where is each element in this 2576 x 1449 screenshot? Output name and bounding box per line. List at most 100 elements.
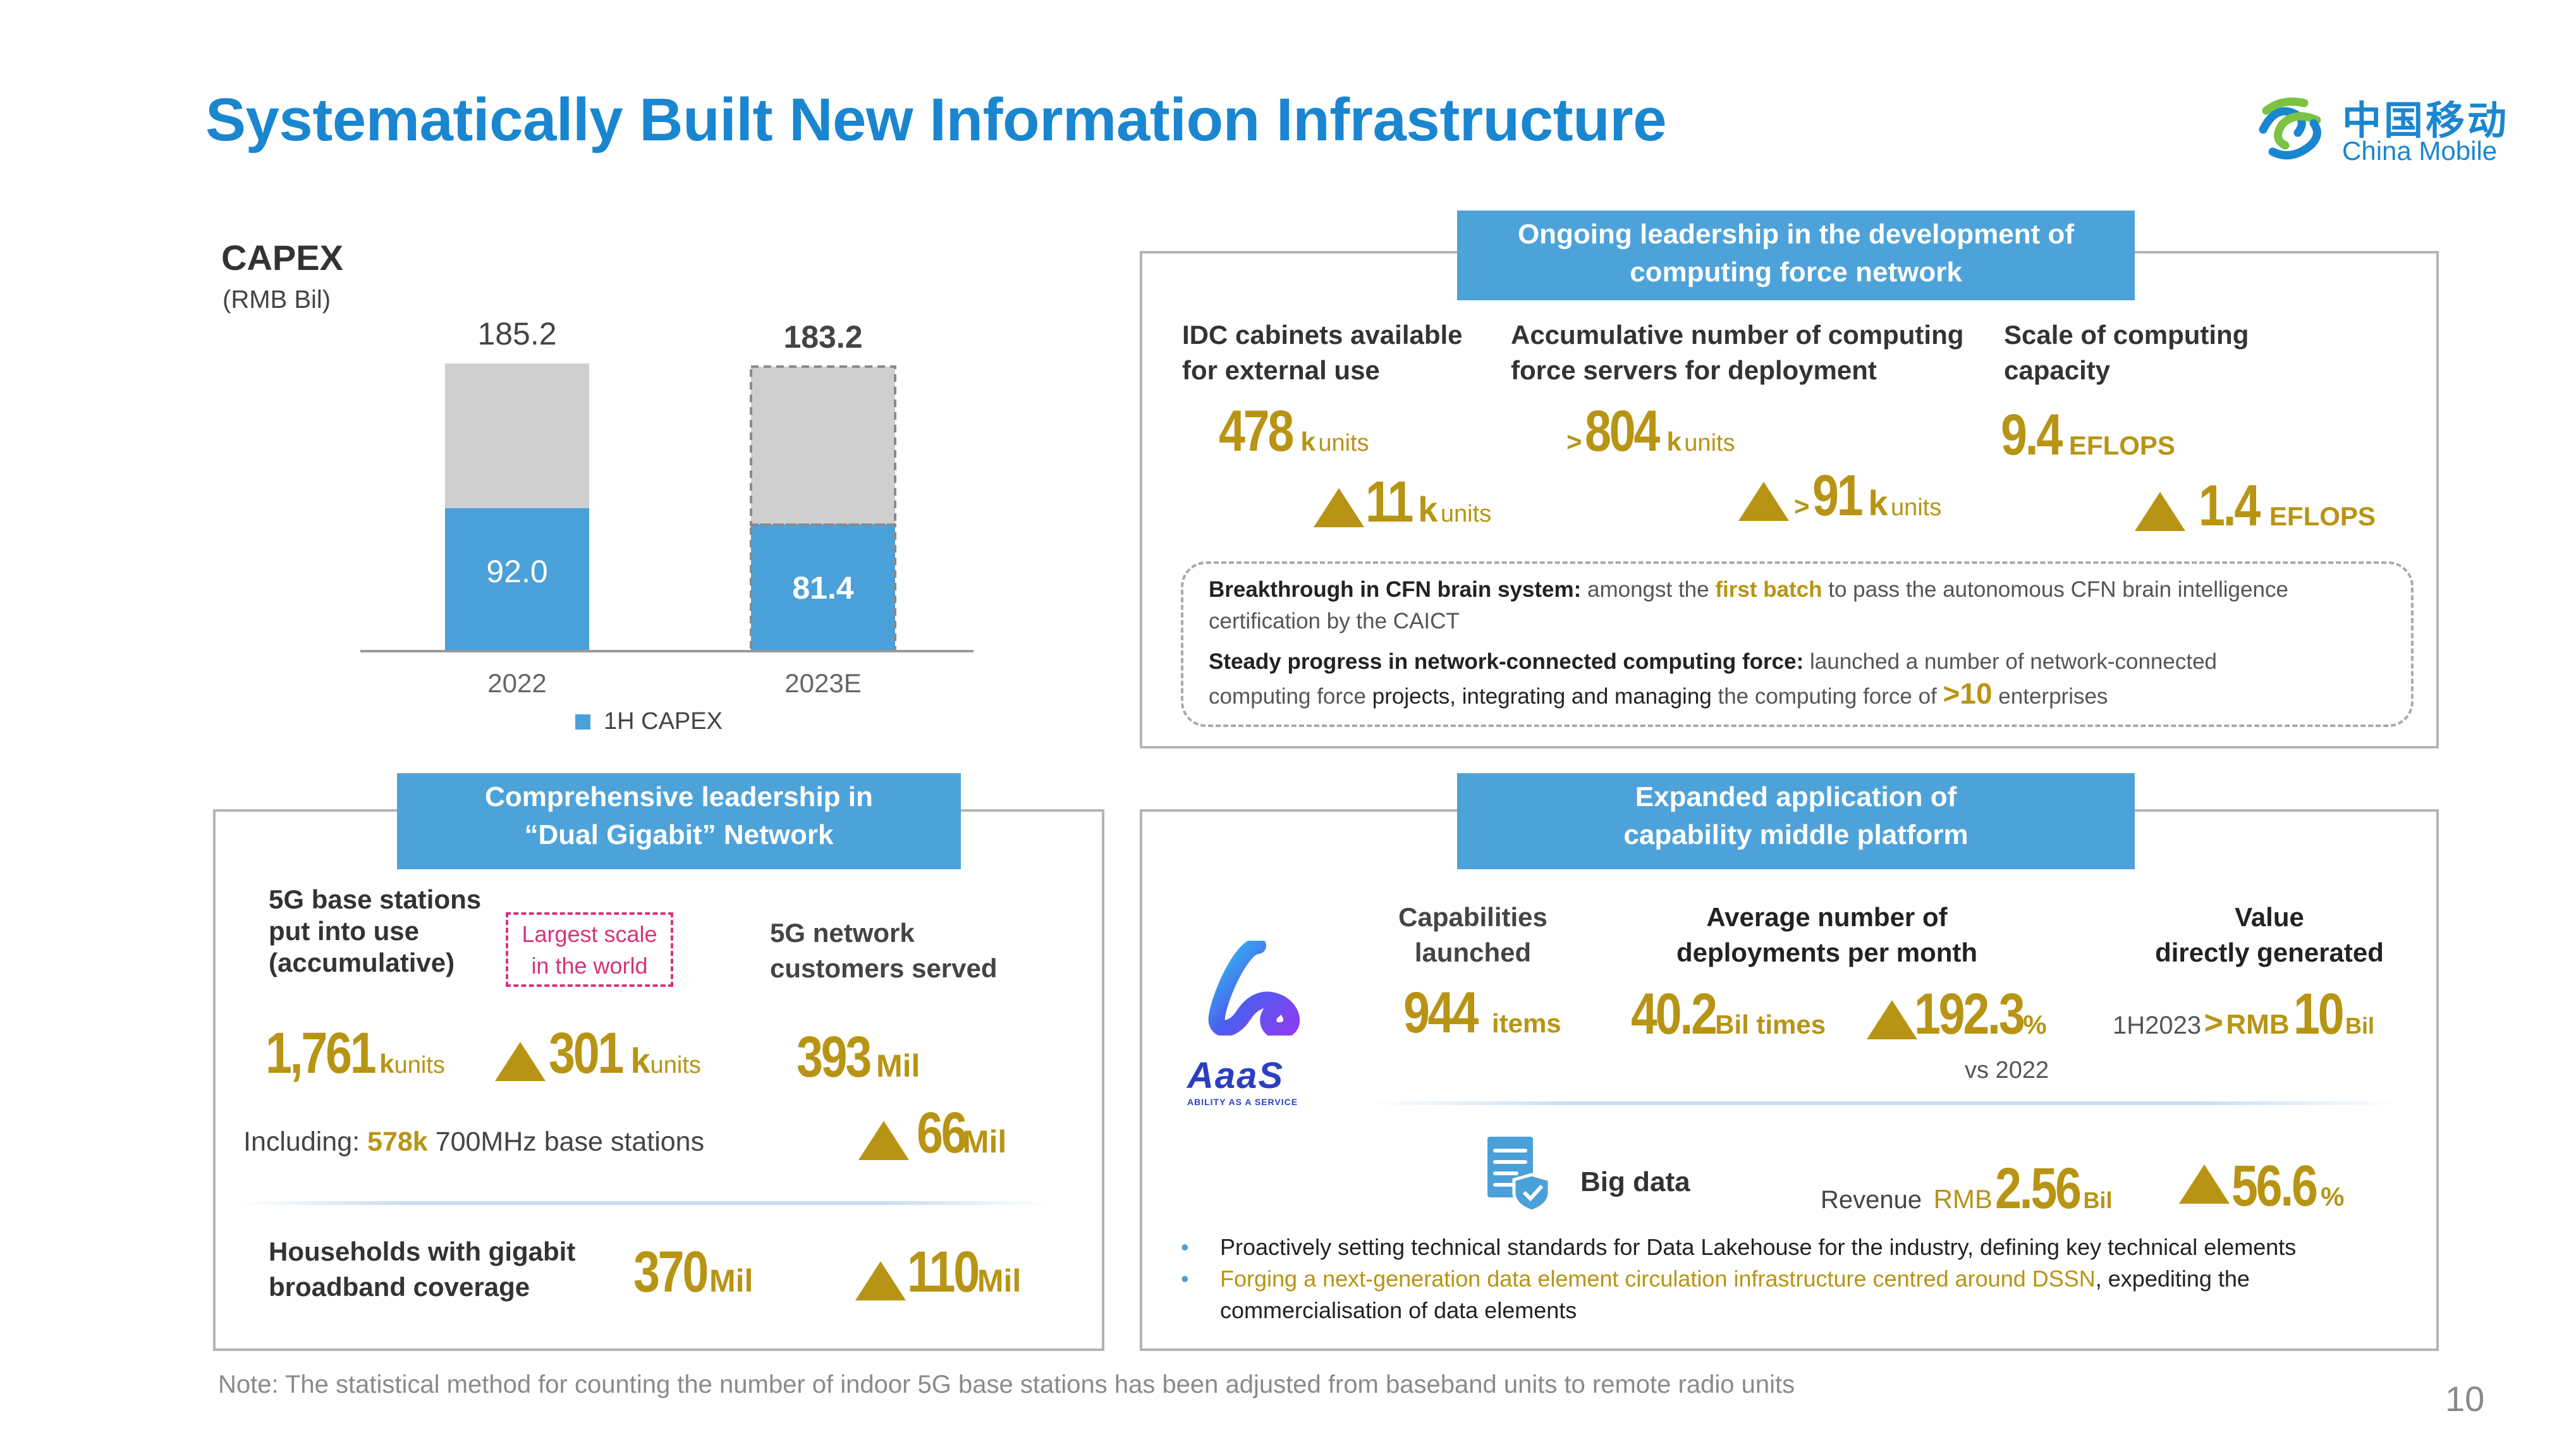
cfn-detail-box (1181, 561, 2414, 727)
including-text: Including: 578k 700MHz base stations (243, 1127, 704, 1158)
category-label-2023E: 2023E (784, 668, 861, 698)
idc-inc-value: 11 (1365, 470, 1413, 534)
cap-unit: items (1491, 1008, 1561, 1038)
gigabit-banner-line2: “Dual Gigabit” Network (524, 819, 834, 850)
hh-unit: Mil (709, 1263, 754, 1299)
servers-inc-prefix: > (1794, 491, 1810, 521)
cust-inc-row: 66 Mil (917, 1100, 1006, 1166)
including-a: Including: (243, 1127, 368, 1157)
rev-unit: Bil (2083, 1187, 2113, 1213)
bullet-1-dot: • (1181, 1234, 1189, 1260)
cfn-progress-c: projects, integrating and managing (1372, 684, 1712, 709)
dep-vs: vs 2022 (1965, 1057, 2049, 1084)
val-rmb: RMB (2226, 1009, 2290, 1040)
dep-inc-value: 192.3 (1914, 982, 2025, 1046)
rev-value: 2.56 (1995, 1156, 2082, 1221)
cust-label-line1: 5G network (770, 918, 915, 948)
dep-inc-row: 192.3% (1914, 981, 2047, 1048)
cfn-progress-gold: >10 (1943, 677, 1993, 710)
idc-value: 478 (1219, 399, 1294, 463)
idc-value-row: 478 k units (1219, 398, 1369, 465)
cfn-progress-e: enterprises (1998, 684, 2108, 709)
servers-inc-k: k (1868, 483, 1888, 523)
bs-unit: units (394, 1052, 445, 1079)
hh-label-line2: broadband coverage (269, 1272, 530, 1302)
bullet-2-c: commercialisation of data elements (1220, 1297, 1577, 1323)
cfn-brain-c: certification by the CAICT (1209, 609, 1460, 633)
servers-label-line1: Accumulative number of computing (1511, 320, 1964, 350)
idc-k: k (1300, 427, 1315, 456)
capacity-value-row: 9.4 EFLOPS (2001, 402, 2175, 468)
cust-label: 5G network customers served (770, 915, 998, 986)
idc-unit: units (1318, 430, 1369, 456)
cust-label-line2: customers served (770, 953, 998, 983)
dep-value: 40.2 (1631, 982, 1718, 1046)
bs-inc-k: k (630, 1041, 650, 1080)
aaas-logo-icon (1208, 941, 1300, 1036)
cust-value: 393 (797, 1025, 872, 1089)
bullet-2-gold: Forging a next-generation data element c… (1220, 1266, 2096, 1292)
dep-label-line1: Average number of (1706, 902, 1948, 932)
chart-subtitle: (RMB Bil) (223, 286, 331, 314)
rev-inc-row: 56.6% (2231, 1153, 2344, 1220)
val-label-line2: directly generated (2155, 938, 2384, 967)
cap-value: 944 (1403, 981, 1479, 1045)
val-label-line1: Value (2235, 902, 2304, 932)
rev-label: Revenue (1821, 1186, 1922, 1214)
servers-unit: units (1684, 430, 1735, 456)
hh-inc-row: 110 Mil (907, 1239, 1021, 1305)
bs-label-line2: put into use (269, 916, 419, 946)
value-label-2023E: 81.4 (792, 570, 854, 606)
cust-increase-icon (858, 1121, 909, 1160)
val-unit: Bil (2345, 1013, 2374, 1039)
cust-value-row: 393 Mil (797, 1024, 920, 1091)
idc-label-line1: IDC cabinets available (1182, 320, 1463, 350)
china-mobile-logo-icon (2259, 97, 2321, 160)
servers-prefix: > (1566, 427, 1582, 456)
cfn-brain-gold: first batch (1715, 577, 1822, 602)
capacity-increase-icon (2135, 492, 2185, 531)
bs-k: k (379, 1049, 394, 1079)
bs-value-row: 1,761 kunits (266, 1020, 445, 1087)
rev-inc-unit: % (2321, 1182, 2345, 1211)
capacity-label-line2: capacity (2004, 355, 2111, 385)
bs-label-line1: 5G base stations (269, 884, 482, 914)
capacity-inc-row: 1.4 EFLOPS (2199, 473, 2376, 539)
aaas-banner-line1: Expanded application of (1635, 781, 1957, 812)
cfn-progress-bold: Steady progress in network-connected com… (1209, 649, 1804, 674)
legend-swatch (575, 714, 590, 730)
bullet-2-dot: • (1181, 1266, 1189, 1292)
servers-label: Accumulative number of computing force s… (1511, 317, 1963, 388)
aaas-banner-line2: capability middle platform (1623, 819, 1969, 850)
bullet-2: • Forging a next-generation data element… (1181, 1263, 2407, 1326)
val-gt: > (2204, 1005, 2223, 1041)
bs-inc-unit: units (650, 1052, 701, 1079)
tag-line2: in the world (531, 953, 648, 979)
including-gold: 578k (367, 1127, 428, 1157)
cfn-brain-a: amongst the (1581, 577, 1716, 602)
idc-increase-icon (1314, 488, 1364, 527)
val-prefix: 1H2023 (2113, 1012, 2202, 1039)
cust-unit: Mil (876, 1048, 920, 1084)
bs-increase-icon (495, 1042, 546, 1081)
cfn-banner-line1: Ongoing leadership in the development of (1517, 219, 2075, 250)
aaas-bullets: • Proactively setting technical standard… (1181, 1232, 2407, 1326)
servers-inc-unit: units (1890, 494, 1942, 521)
logo-cn-text: 中国移动 (2342, 99, 2510, 143)
bs-label: 5G base stations put into use (accumulat… (269, 884, 481, 979)
val-value-row: 1H2023 > RMB10 Bil (2113, 981, 2374, 1048)
cfn-progress-b: computing force (1209, 684, 1372, 709)
gigabit-banner: Comprehensive leadership in “Dual Gigabi… (397, 773, 961, 869)
capacity-inc-unit: EFLOPS (2269, 501, 2376, 531)
servers-inc-row: > 91 k units (1794, 463, 1941, 529)
capex-chart: 185.2 92.0 2022 183.2 81.4 2023E (360, 316, 974, 698)
servers-k: k (1666, 427, 1682, 456)
bar-remainder-2023E (750, 365, 896, 527)
dep-inc-unit: % (2023, 1010, 2047, 1039)
aaas-logo-sub: ABILITY AS A SERVICE (1187, 1097, 1298, 1107)
hh-inc-unit: Mil (977, 1263, 1022, 1299)
capacity-unit: EFLOPS (2068, 431, 2175, 460)
bullet-1-text: Proactively setting technical standards … (1220, 1234, 2297, 1260)
category-label-2022: 2022 (487, 668, 546, 698)
capacity-inc-value: 1.4 (2199, 474, 2261, 538)
